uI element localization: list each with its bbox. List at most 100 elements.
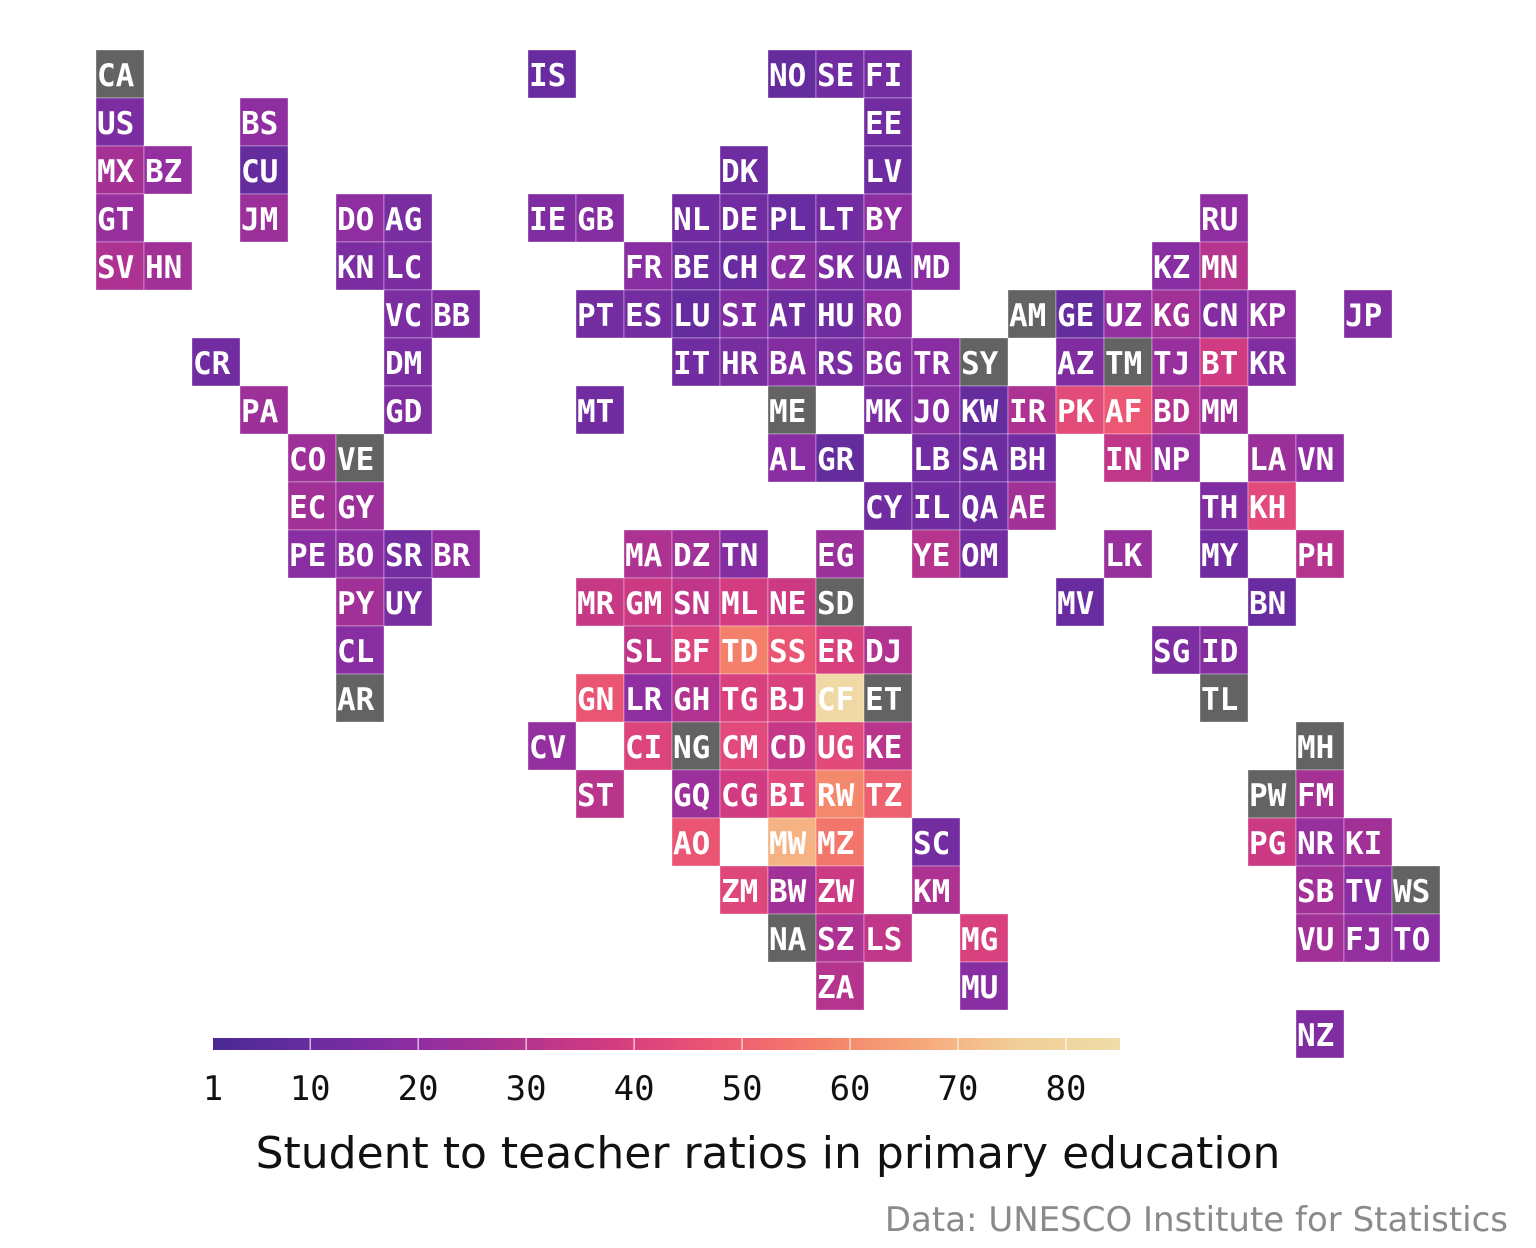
tile-label: SG [1153,634,1190,670]
tile-label: PK [1057,394,1095,430]
country-tile-me: ME [767,385,817,435]
country-tile-az: AZ [1055,337,1105,387]
tile-cell [1199,481,1249,531]
country-tile-in: IN [1103,433,1153,483]
tile-label: ET [865,682,902,718]
tile-cell [767,49,817,99]
tile-label: GR [817,442,855,478]
country-tile-lu: LU [671,289,721,339]
country-tile-mw: MW [767,817,817,867]
country-tile-ba: BA [767,337,817,387]
tile-label: PE [289,538,326,574]
country-tile-am: AM [1007,289,1057,339]
tile-cell [623,577,673,627]
tile-cell [95,97,145,147]
tile-label: CM [721,730,758,766]
country-tile-gd: GD [383,385,433,435]
tile-cell [623,673,673,723]
tile-label: IS [529,58,566,94]
tile-cell [575,193,625,243]
tile-label: TM [1105,346,1142,382]
tile-cell [1391,913,1441,963]
tile-label: BI [769,778,806,814]
tile-cell [863,913,913,963]
country-tile-hu: HU [815,289,865,339]
tile-cell [863,625,913,675]
tile-label: LU [673,298,710,334]
country-tile-ca: CA [95,49,145,99]
legend-ticks: 1 10 20 30 40 50 60 70 80 [203,1038,1087,1109]
country-tile-cr: CR [191,337,241,387]
tile-label: IL [913,490,950,526]
tile-cell [671,769,721,819]
country-tile-by: BY [863,193,913,243]
tile-cell [767,577,817,627]
tile-cell [575,769,625,819]
tile-cell [863,721,913,771]
country-tile-tn: TN [719,529,769,579]
tile-cell [1295,817,1345,867]
tile-label: SV [97,250,134,286]
tile-label: LK [1105,538,1143,574]
country-tile-kw: KW [959,385,1009,435]
tile-cell [911,241,961,291]
tile-label: TH [1201,490,1238,526]
country-tile-do: DO [335,193,385,243]
tile-label: JP [1345,298,1382,334]
country-tile-sn: SN [671,577,721,627]
tile-label: BB [433,298,470,334]
tile-label: AT [769,298,806,334]
tile-cell [959,385,1009,435]
tile-label: KH [1249,490,1286,526]
tile-label: IE [529,202,566,238]
tile-label: FM [1297,778,1334,814]
country-tile-ke: KE [863,721,913,771]
tile-label: SN [673,586,710,622]
country-tile-bt: BT [1199,337,1249,387]
country-tile-bi: BI [767,769,817,819]
country-tile-cz: CZ [767,241,817,291]
tile-cell [1199,529,1249,579]
country-tile-bo: BO [335,529,385,579]
tile-label: VE [337,442,374,478]
tile-cell [1247,769,1297,819]
tile-label: DM [385,346,422,382]
country-tile-vc: VC [383,289,433,339]
country-tile-ng: NG [671,721,721,771]
tile-label: CV [529,730,566,766]
country-tile-ye: YE [911,529,961,579]
tile-cell [1199,337,1249,387]
tile-cell [863,97,913,147]
tile-cell [383,529,433,579]
tile-label: WS [1393,874,1430,910]
country-tile-rw: RW [815,769,865,819]
tile-label: SY [961,346,999,382]
tile-label: LT [817,202,854,238]
country-tile-td: TD [719,625,769,675]
tile-label: GB [577,202,614,238]
tile-label: MM [1201,394,1238,430]
country-tile-bd: BD [1151,385,1201,435]
country-tile-nz: NZ [1295,1009,1345,1059]
country-tile-fj: FJ [1343,913,1393,963]
legend-tick-label: 80 [1046,1069,1087,1109]
tile-label: NO [769,58,806,94]
country-tile-ug: UG [815,721,865,771]
tile-label: BN [1249,586,1286,622]
tile-cell [143,241,193,291]
tile-cell [671,529,721,579]
tile-label: KW [961,394,999,430]
tile-label: PL [769,202,806,238]
tile-label: NE [769,586,806,622]
country-tile-la: LA [1247,433,1297,483]
tile-cell [1151,289,1201,339]
tile-label: MZ [817,826,854,862]
tile-label: SR [385,538,423,574]
tile-cell [911,817,961,867]
tile-label: AM [1009,298,1046,334]
tile-label: QA [961,490,999,526]
country-tile-ne: NE [767,577,817,627]
country-tile-vn: VN [1295,433,1345,483]
tile-label: GQ [673,778,710,814]
tile-label: GT [97,202,134,238]
